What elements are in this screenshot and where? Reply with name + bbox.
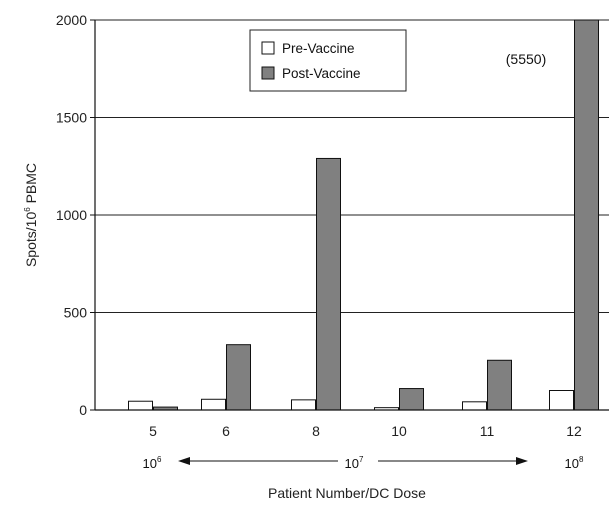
x-tick-label: 11 <box>480 423 495 439</box>
bar-post-vaccine-11 <box>487 359 512 411</box>
bar-pre-vaccine-8 <box>291 399 316 411</box>
legend-box <box>249 29 407 92</box>
legend-swatch-pre-vaccine <box>261 41 275 55</box>
dose-arrow-right-head <box>516 457 528 465</box>
bar-pre-vaccine-12 <box>549 390 574 411</box>
y-tick-label: 500 <box>64 305 88 321</box>
dose-label-mid: 107 <box>345 455 364 471</box>
bars <box>128 19 599 411</box>
bar-pre-vaccine-11 <box>462 401 487 411</box>
dose-label-low: 106 <box>143 455 162 471</box>
dose-label-high: 108 <box>565 455 584 471</box>
bar-pre-vaccine-6 <box>201 398 226 411</box>
y-axis-title: Spots/106 PBMC <box>23 163 39 267</box>
bar-post-vaccine-8 <box>316 157 341 411</box>
legend-label-post-vaccine: Post-Vaccine <box>282 66 361 81</box>
y-tick-label: 1500 <box>56 110 87 126</box>
bar-post-vaccine-12 <box>574 19 599 411</box>
y-tick-label: 1000 <box>56 207 87 223</box>
dose-arrow-left-head <box>178 457 190 465</box>
bar-pre-vaccine-5 <box>128 400 153 411</box>
x-tick-label: 12 <box>566 423 582 439</box>
y-tick-label: 0 <box>79 402 87 418</box>
legend-swatch-post-vaccine <box>261 66 275 80</box>
x-axis-title: Patient Number/DC Dose <box>268 485 426 501</box>
legend: Pre-Vaccine Post-Vaccine <box>249 29 407 92</box>
x-tick-label: 8 <box>312 423 320 439</box>
gridlines <box>95 19 609 313</box>
dose-annotations: 106 107 108 <box>143 455 584 471</box>
x-tick-label: 5 <box>149 423 157 439</box>
bar-post-vaccine-6 <box>226 344 251 411</box>
off-scale-value-label: (5550) <box>506 51 546 67</box>
legend-label-pre-vaccine: Pre-Vaccine <box>282 41 355 56</box>
x-tick-label: 6 <box>222 423 230 439</box>
bar-post-vaccine-10 <box>399 388 424 411</box>
y-tick-label: 2000 <box>56 12 87 28</box>
x-tick-label: 10 <box>391 423 407 439</box>
tick-labels: 0 500 1000 1500 2000 5 6 8 10 11 12 <box>56 12 582 439</box>
